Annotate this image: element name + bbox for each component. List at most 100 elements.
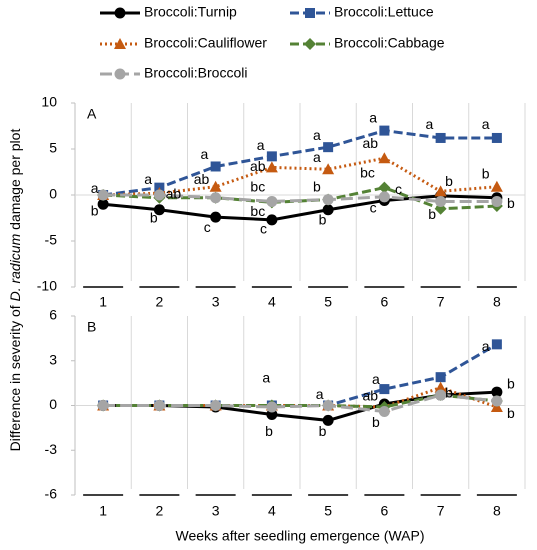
- legend-label: Broccoli:Broccoli: [144, 65, 247, 81]
- annotation: ab: [194, 171, 210, 187]
- marker: [323, 142, 334, 153]
- annotation: b: [265, 423, 273, 439]
- marker: [434, 381, 447, 393]
- series-line: [103, 156, 497, 197]
- annotation: b: [445, 384, 453, 400]
- annotation: ab: [363, 387, 379, 403]
- marker: [322, 204, 334, 216]
- marker: [265, 161, 278, 173]
- legend-label: Broccoli:Turnip: [144, 4, 237, 20]
- x-axis-title: Weeks after seedling emergence (WAP): [176, 528, 425, 544]
- annotation: ab: [166, 186, 182, 202]
- annotation: a: [313, 127, 321, 143]
- annotation: c: [260, 221, 267, 237]
- annotation: b: [319, 423, 327, 439]
- y-title-part: D. radicum: [7, 233, 23, 301]
- y-tick-label: 6: [49, 307, 57, 323]
- marker: [210, 192, 222, 204]
- series-line: [103, 393, 498, 413]
- x-tick-label: 3: [212, 503, 220, 519]
- y-tick-label: 10: [41, 94, 57, 110]
- marker: [322, 400, 334, 411]
- annotation: b: [313, 178, 321, 194]
- y-tick-label: -10: [37, 278, 57, 294]
- annotation: b: [507, 375, 515, 391]
- marker: [305, 8, 315, 18]
- legend-label: Broccoli:Lettuce: [334, 4, 434, 20]
- y-axis-title: Difference in severity of D. radicum dam…: [7, 129, 23, 452]
- annotation: ab: [363, 135, 379, 151]
- marker: [379, 384, 390, 395]
- x-tick-label: 7: [437, 294, 445, 310]
- marker: [266, 214, 278, 226]
- annotation: bc: [250, 203, 265, 219]
- marker: [114, 68, 126, 80]
- marker: [378, 152, 391, 164]
- x-tick-label: 4: [268, 503, 276, 519]
- marker: [379, 125, 390, 136]
- annotation: a: [369, 109, 377, 125]
- x-tick-label: 2: [155, 503, 163, 519]
- marker: [210, 400, 222, 411]
- marker: [491, 339, 502, 350]
- marker: [114, 38, 126, 49]
- x-tick-label: 7: [437, 503, 445, 519]
- x-tick-label: 6: [380, 503, 388, 519]
- y-tick-label: 0: [49, 396, 57, 412]
- marker: [491, 132, 502, 143]
- x-tick-label: 8: [493, 294, 501, 310]
- marker: [434, 185, 447, 197]
- marker: [210, 211, 222, 223]
- y-tick-label: 0: [49, 186, 57, 202]
- annotation: b: [319, 211, 327, 227]
- annotation: b: [482, 165, 490, 181]
- marker: [490, 180, 503, 192]
- marker: [153, 204, 165, 216]
- x-tick-label: 5: [324, 503, 332, 519]
- annotation: a: [425, 116, 433, 132]
- y-title-part: Difference in severity of: [7, 301, 23, 451]
- marker: [266, 401, 278, 413]
- marker: [491, 395, 503, 407]
- annotation: ab: [250, 158, 266, 174]
- marker: [435, 372, 446, 383]
- x-tick-label: 8: [493, 503, 501, 519]
- marker: [97, 198, 109, 210]
- annotation: a: [316, 386, 324, 402]
- y-tick-label: -5: [45, 232, 58, 248]
- panel-label: A: [87, 106, 97, 122]
- annotation: a: [257, 137, 265, 153]
- marker: [209, 180, 222, 192]
- marker: [97, 400, 109, 411]
- marker: [378, 405, 390, 417]
- annotation: bc: [250, 178, 265, 194]
- annotation: b: [91, 202, 99, 218]
- panel-label: B: [87, 319, 96, 335]
- marker: [491, 386, 503, 398]
- series-line: [103, 193, 497, 203]
- annotation: a: [144, 171, 152, 187]
- marker: [114, 7, 126, 19]
- annotation: a: [372, 371, 380, 387]
- annotation: a: [262, 369, 270, 385]
- annotation: b: [445, 173, 453, 189]
- y-tick-label: -3: [45, 441, 58, 457]
- annotation: b: [507, 405, 515, 421]
- marker: [378, 191, 390, 203]
- marker: [322, 163, 335, 175]
- marker: [491, 195, 503, 207]
- x-tick-label: 4: [268, 294, 276, 310]
- x-tick-label: 5: [324, 294, 332, 310]
- annotation: b: [372, 414, 380, 430]
- annotation: c: [370, 200, 377, 216]
- marker: [378, 181, 391, 194]
- marker: [153, 400, 165, 411]
- x-tick-label: 3: [212, 294, 220, 310]
- series-line: [102, 194, 497, 222]
- marker: [97, 189, 109, 201]
- x-tick-label: 1: [99, 503, 107, 519]
- annotation: bc: [360, 165, 375, 181]
- marker: [266, 151, 277, 162]
- marker: [304, 38, 316, 50]
